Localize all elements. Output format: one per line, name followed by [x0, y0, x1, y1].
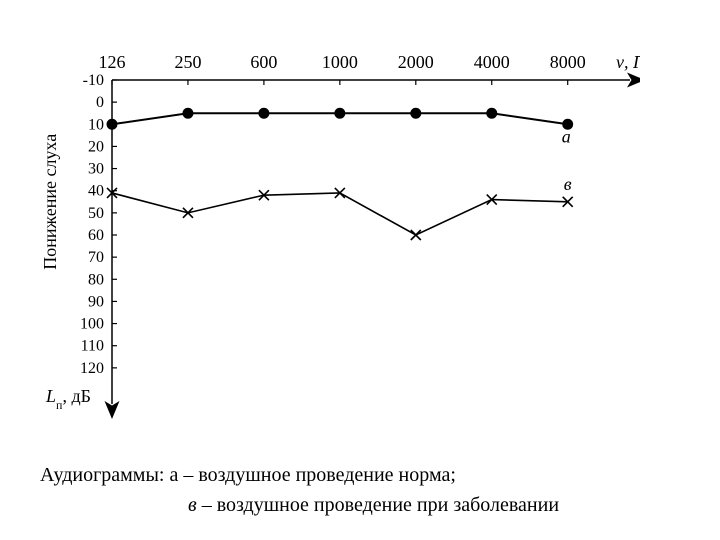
svg-text:в: в	[564, 174, 572, 194]
svg-text:2000: 2000	[398, 52, 434, 72]
svg-text:0: 0	[96, 94, 104, 111]
svg-text:20: 20	[88, 138, 104, 155]
svg-text:Lп, дБ: Lп, дБ	[45, 386, 91, 412]
caption-series-b: в	[188, 494, 197, 516]
svg-text:ν, Гц: ν, Гц	[616, 52, 640, 72]
svg-text:8000: 8000	[550, 52, 586, 72]
svg-text:250: 250	[174, 52, 201, 72]
svg-text:120: 120	[80, 360, 104, 377]
svg-text:а: а	[562, 126, 571, 146]
audiogram-chart: 126 250 600 1000 2000 4000 8000 ν, Гц -10 0 10 20 30…	[30, 20, 640, 420]
svg-text:126: 126	[99, 52, 126, 72]
caption-line-1: Аудиограммы: а – воздушное проведение но…	[40, 460, 559, 490]
svg-text:100: 100	[80, 316, 104, 333]
svg-text:30: 30	[88, 161, 104, 178]
svg-text:60: 60	[88, 227, 104, 244]
caption-line-2-rest: – воздушное проведение при заболевании	[197, 494, 559, 516]
svg-text:600: 600	[250, 52, 277, 72]
slide: 126 250 600 1000 2000 4000 8000 ν, Гц -10 0 10 20 30…	[0, 0, 720, 540]
svg-text:90: 90	[88, 293, 104, 310]
svg-text:4000: 4000	[474, 52, 510, 72]
caption-line-2: в – воздушное проведение при заболевании	[188, 490, 559, 520]
svg-text:110: 110	[81, 338, 104, 355]
svg-text:50: 50	[88, 205, 104, 222]
svg-text:80: 80	[88, 271, 104, 288]
caption: Аудиограммы: а – воздушное проведение но…	[40, 460, 559, 520]
svg-text:Понижение слуха: Понижение слуха	[40, 134, 60, 270]
svg-text:10: 10	[88, 116, 104, 133]
svg-text:1000: 1000	[322, 52, 358, 72]
svg-text:-10: -10	[83, 72, 104, 89]
svg-text:40: 40	[88, 183, 104, 200]
svg-text:70: 70	[88, 249, 104, 266]
